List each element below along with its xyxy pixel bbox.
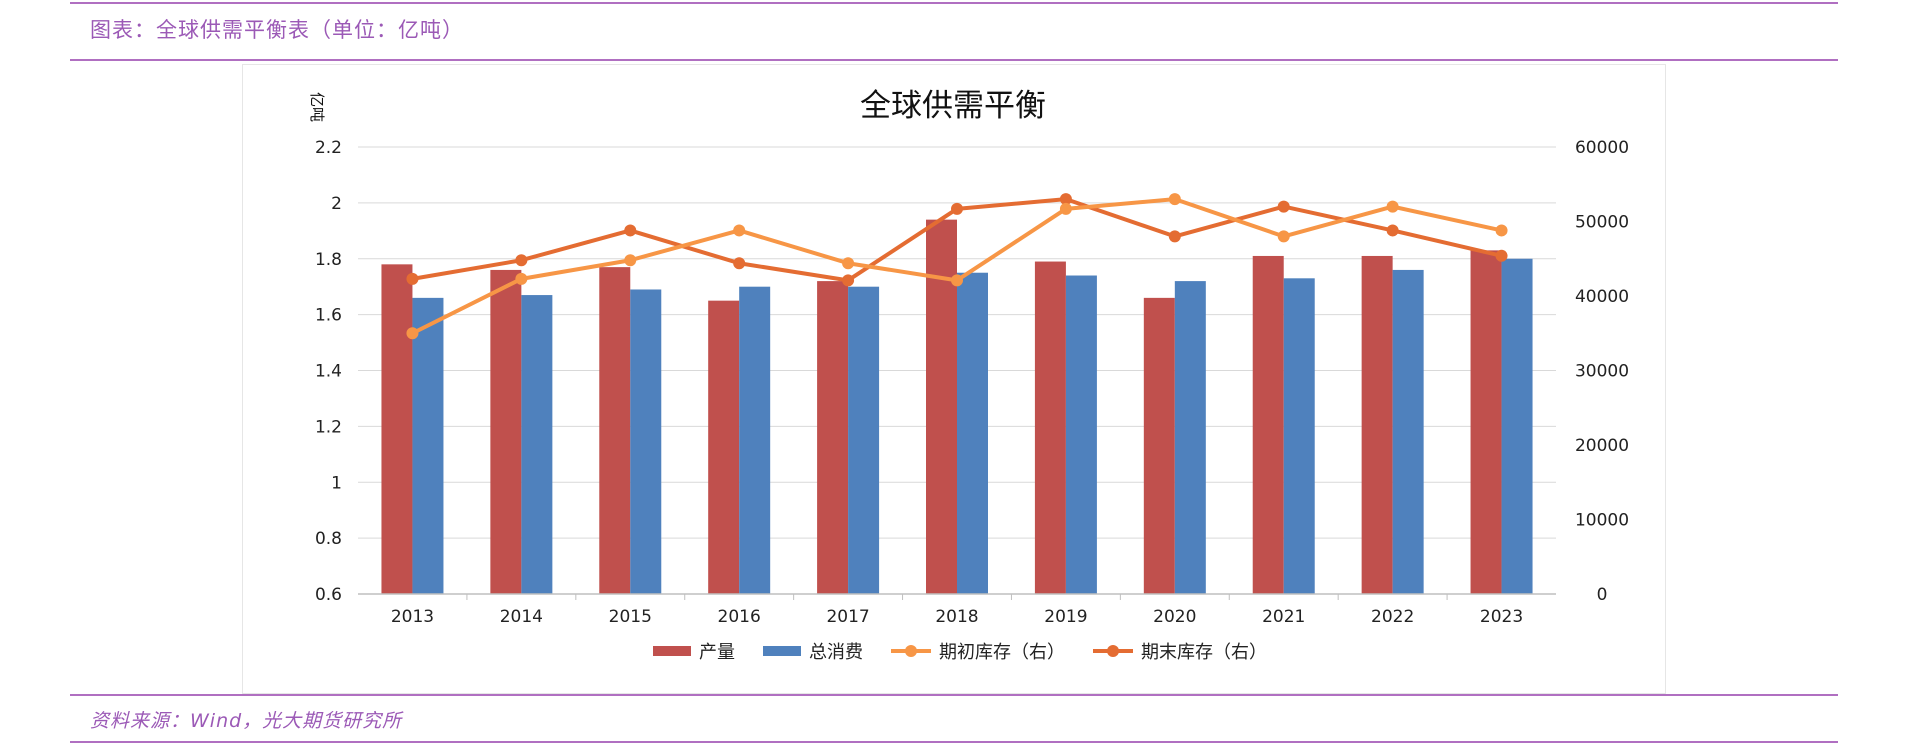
point-end-stock-2017: [842, 274, 855, 287]
legend-swatch-production: [653, 646, 691, 656]
bar-production-2013: [381, 264, 413, 594]
legend-swatch-consumption: [763, 646, 801, 656]
point-end-stock-2023: [1495, 249, 1508, 262]
bar-consumption-2021: [1283, 278, 1315, 594]
bottom-rule: [70, 741, 1838, 743]
bar-consumption-2023: [1501, 258, 1533, 594]
source-rule: [70, 694, 1838, 696]
point-end-stock-2013: [406, 272, 419, 285]
legend-label-consumption: 总消费: [809, 642, 863, 663]
y-tick-label: 1.6: [315, 306, 342, 326]
y2-tick-label: 30000: [1575, 362, 1629, 382]
y-tick-label: 2: [331, 194, 342, 214]
y-tick-label: 0.6: [315, 585, 342, 605]
legend-label-end-stock: 期末库存（右）: [1141, 642, 1267, 663]
x-tick-label: 2014: [500, 607, 543, 627]
chart-title: 全球供需平衡: [860, 88, 1046, 124]
bar-consumption-2017: [848, 286, 880, 594]
point-begin-stock-2017: [842, 257, 855, 270]
bar-consumption-2016: [739, 286, 771, 594]
x-tick-label: 2013: [391, 607, 434, 627]
y2-tick-label: 60000: [1575, 138, 1629, 158]
point-end-stock-2016: [733, 257, 746, 270]
top-rule: [70, 2, 1838, 4]
point-end-stock-2014: [515, 254, 528, 267]
bar-consumption-2019: [1065, 275, 1097, 594]
x-tick-label: 2023: [1480, 607, 1523, 627]
legend-item-begin-stock: 期初库存（右）: [891, 638, 1065, 664]
x-tick-label: 2019: [1044, 607, 1087, 627]
point-begin-stock-2023: [1495, 224, 1508, 237]
point-begin-stock-2018: [951, 274, 963, 287]
y2-tick-label: 20000: [1575, 436, 1629, 456]
chart-legend: 产量 总消费 期初库存（右） 期末库存（右）: [0, 638, 1920, 664]
bar-production-2014: [490, 269, 522, 594]
figure-caption: 图表：全球供需平衡表（单位：亿吨）: [90, 18, 464, 42]
bar-production-2016: [708, 300, 740, 594]
point-begin-stock-2014: [515, 272, 528, 285]
bar-consumption-2018: [957, 272, 988, 594]
x-tick-label: 2020: [1153, 607, 1196, 627]
bar-production-2017: [817, 281, 849, 594]
legend-item-production: 产量: [653, 638, 735, 664]
y2-tick-label: 50000: [1575, 213, 1629, 233]
y-tick-label: 1: [331, 473, 342, 493]
point-begin-stock-2020: [1168, 193, 1181, 206]
legend-swatch-begin-stock: [891, 645, 931, 657]
point-begin-stock-2015: [624, 254, 637, 267]
legend-swatch-end-stock: [1093, 645, 1133, 657]
bar-production-2019: [1034, 261, 1066, 594]
bar-production-2015: [599, 267, 631, 594]
x-tick-label: 2021: [1262, 607, 1305, 627]
source-note: 资料来源：Wind，光大期货研究所: [90, 710, 403, 732]
y-axis-label: 亿吨: [308, 92, 326, 122]
bar-production-2023: [1470, 250, 1502, 594]
point-end-stock-2018: [951, 202, 963, 215]
point-begin-stock-2016: [733, 224, 746, 237]
y-tick-label: 1.8: [315, 250, 342, 270]
point-end-stock-2015: [624, 224, 637, 237]
point-end-stock-2019: [1059, 193, 1072, 206]
bar-consumption-2020: [1174, 281, 1206, 594]
y-tick-label: 0.8: [315, 529, 342, 549]
legend-item-consumption: 总消费: [763, 638, 863, 664]
bar-production-2020: [1143, 297, 1175, 594]
point-end-stock-2020: [1168, 230, 1181, 243]
y2-tick-label: 10000: [1575, 511, 1629, 531]
bar-consumption-2015: [630, 289, 662, 594]
point-begin-stock-2021: [1277, 230, 1290, 243]
bar-production-2022: [1361, 255, 1393, 595]
x-tick-label: 2016: [718, 607, 761, 627]
y2-tick-label: 40000: [1575, 287, 1629, 307]
y-tick-label: 1.2: [315, 417, 342, 437]
bar-consumption-2013: [412, 297, 444, 594]
point-begin-stock-2022: [1386, 200, 1399, 213]
bar-consumption-2022: [1392, 269, 1424, 594]
legend-item-end-stock: 期末库存（右）: [1093, 638, 1267, 664]
legend-label-begin-stock: 期初库存（右）: [939, 642, 1065, 663]
point-end-stock-2021: [1277, 200, 1290, 213]
x-tick-label: 2022: [1371, 607, 1414, 627]
bar-consumption-2014: [521, 295, 553, 594]
x-tick-label: 2018: [935, 607, 978, 627]
y-tick-label: 1.4: [315, 362, 342, 382]
bar-production-2021: [1252, 255, 1284, 595]
y-tick-label: 2.2: [315, 138, 342, 158]
point-end-stock-2022: [1386, 224, 1399, 237]
y2-tick-label: 0: [1597, 585, 1608, 605]
legend-label-production: 产量: [699, 642, 735, 663]
point-begin-stock-2019: [1059, 202, 1072, 215]
caption-rule: [70, 59, 1838, 61]
x-tick-label: 2017: [826, 607, 869, 627]
x-tick-label: 2015: [609, 607, 652, 627]
point-begin-stock-2013: [406, 327, 419, 340]
